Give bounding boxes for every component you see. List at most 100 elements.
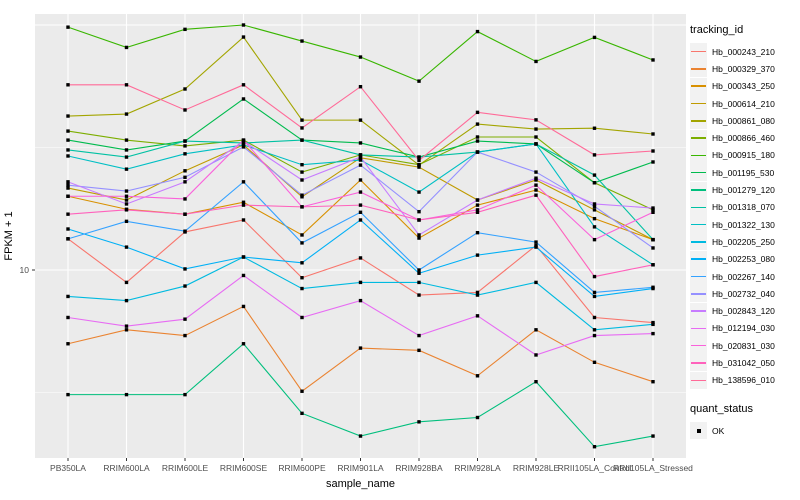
- legend-item-tracking: Hb_001279_120: [690, 181, 800, 199]
- legend-key-line: [691, 85, 706, 87]
- legend-key-swatch: [690, 422, 707, 440]
- data-point: [300, 276, 304, 280]
- legend-key-line: [691, 206, 706, 209]
- data-point: [417, 155, 421, 159]
- data-point: [651, 263, 655, 267]
- data-point: [183, 317, 187, 321]
- data-point: [183, 212, 187, 216]
- legend-key-swatch: [690, 216, 707, 234]
- legend-key-line: [691, 171, 706, 174]
- data-point: [241, 304, 246, 309]
- data-point: [300, 315, 304, 320]
- data-point: [241, 35, 246, 39]
- data-point: [358, 346, 363, 350]
- legend-item-label: Hb_012194_030: [712, 323, 775, 334]
- data-point: [592, 173, 597, 177]
- legend-item-label: Hb_001279_120: [712, 185, 775, 196]
- legend-item-label: OK: [712, 425, 725, 436]
- legend-item-label: Hb_001318_070: [712, 202, 775, 213]
- data-point: [651, 210, 655, 214]
- data-point: [592, 208, 597, 212]
- data-point: [66, 392, 70, 397]
- data-point: [651, 380, 655, 384]
- data-point: [241, 255, 246, 259]
- legend-key-swatch: [690, 60, 707, 78]
- legend-title-quant-status: quant_status: [690, 402, 753, 415]
- data-point: [651, 208, 655, 212]
- data-point: [475, 293, 480, 297]
- legend-key-swatch: [690, 337, 707, 355]
- x-tick-label: RRIM600LE: [162, 463, 209, 473]
- data-point: [592, 35, 597, 40]
- data-point: [241, 138, 246, 142]
- data-point: [300, 286, 304, 291]
- data-point: [241, 200, 246, 204]
- data-point: [183, 175, 187, 179]
- legend-key-line: [691, 50, 706, 53]
- data-point: [358, 118, 363, 122]
- data-point: [592, 274, 597, 279]
- data-point: [300, 126, 304, 130]
- data-point: [592, 202, 597, 206]
- data-point: [300, 389, 304, 393]
- data-point: [651, 434, 655, 438]
- data-point: [651, 320, 655, 325]
- legend-key-swatch: [690, 198, 707, 216]
- data-point: [124, 148, 129, 152]
- legend-item-label: Hb_001322_130: [712, 219, 775, 230]
- data-point: [651, 322, 655, 327]
- data-point: [534, 118, 538, 122]
- data-point: [358, 280, 363, 285]
- data-point: [66, 227, 70, 231]
- legend-key-line: [691, 137, 706, 139]
- data-point: [358, 190, 363, 194]
- legend-item-label: Hb_000866_460: [712, 133, 775, 144]
- data-point: [183, 229, 187, 233]
- data-point: [592, 216, 597, 221]
- data-point: [124, 245, 129, 249]
- y-axis-title: FPKM + 1: [3, 211, 15, 260]
- legend-key-swatch: [690, 354, 707, 372]
- data-point: [183, 139, 187, 143]
- x-tick-label: RRIM928LA: [454, 463, 501, 473]
- data-point: [358, 163, 363, 167]
- data-point: [651, 285, 655, 289]
- legend-item-tracking: Hb_002267_140: [690, 268, 800, 285]
- data-point: [592, 237, 597, 242]
- data-point: [534, 353, 538, 357]
- legend-key-swatch: [690, 77, 707, 95]
- data-point: [592, 445, 597, 449]
- legend-item-label: Hb_002267_140: [712, 271, 775, 282]
- legend-item-label: Hb_002732_040: [712, 288, 775, 299]
- legend-key-swatch: [690, 164, 707, 182]
- data-point: [66, 194, 70, 198]
- legend-item-label: Hb_000915_180: [712, 150, 775, 161]
- data-point: [534, 188, 538, 192]
- data-point: [475, 230, 480, 235]
- data-point: [183, 108, 187, 112]
- data-point: [592, 360, 597, 365]
- data-point: [358, 158, 363, 162]
- data-point: [651, 149, 655, 153]
- data-point: [475, 208, 480, 212]
- data-point: [124, 155, 129, 159]
- data-point: [358, 84, 363, 89]
- data-point: [417, 233, 421, 237]
- legend-key-swatch: [690, 250, 707, 268]
- data-point: [651, 132, 655, 136]
- data-point: [475, 203, 480, 207]
- data-point: [358, 155, 363, 159]
- x-tick-label: RRII105LA_Control: [558, 463, 632, 473]
- data-point: [475, 374, 480, 378]
- legend-key-line: [691, 68, 706, 70]
- legend-item-tracking: Hb_002732_040: [690, 285, 800, 303]
- data-point: [124, 138, 129, 142]
- data-point: [358, 153, 363, 157]
- data-point: [534, 170, 538, 174]
- data-point: [475, 415, 480, 420]
- data-point: [534, 243, 538, 248]
- legend-key-swatch: [690, 233, 707, 251]
- legend-item-tracking: Hb_000614_210: [690, 95, 800, 113]
- data-point: [592, 290, 597, 295]
